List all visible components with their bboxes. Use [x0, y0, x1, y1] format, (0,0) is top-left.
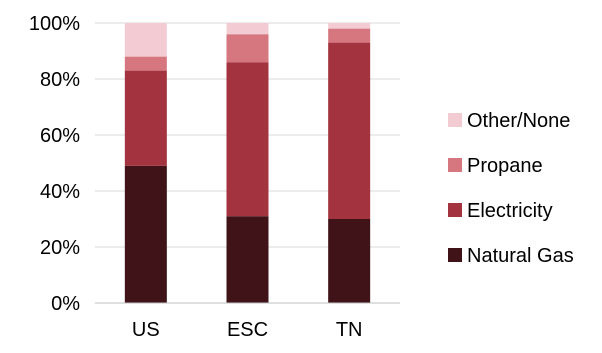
bar-segment-other-none	[226, 23, 269, 35]
legend-label-other-none: Other/None	[467, 110, 570, 132]
y-tick-label: 0%	[51, 293, 80, 315]
legend-label-propane: Propane	[467, 155, 543, 177]
y-tick-label: 80%	[40, 69, 80, 91]
legend-label-electricity: Electricity	[467, 200, 553, 222]
x-tick-label: TN	[336, 319, 363, 341]
bars	[124, 23, 371, 303]
bar-segment-natural-gas	[328, 219, 371, 303]
y-tick-label: 40%	[40, 181, 80, 203]
bar-segment-propane	[124, 56, 167, 71]
legend: Other/None Propane Electricity Natural Gas	[448, 110, 574, 267]
y-tick-label: 60%	[40, 125, 80, 147]
bar-segment-electricity	[226, 62, 269, 217]
bar-segment-natural-gas	[226, 216, 269, 303]
bar-segment-electricity	[328, 42, 371, 219]
legend-swatch-other-none	[448, 113, 462, 127]
bar-segment-other-none	[124, 23, 167, 57]
legend-swatch-propane	[448, 158, 462, 172]
bar-segment-propane	[328, 28, 371, 43]
y-tick-label: 100%	[29, 13, 80, 35]
bar-segment-propane	[226, 34, 269, 63]
axes: 0% 20% 40% 60% 80% 100% US ESC TN	[29, 13, 400, 341]
bar-segment-electricity	[124, 70, 167, 166]
y-tick-label: 20%	[40, 237, 80, 259]
x-tick-label: ESC	[227, 319, 268, 341]
x-tick-label: US	[132, 319, 160, 341]
bar-segment-natural-gas	[124, 165, 167, 303]
legend-swatch-electricity	[448, 203, 462, 217]
legend-swatch-natural-gas	[448, 248, 462, 262]
legend-label-natural-gas: Natural Gas	[467, 245, 574, 267]
bar-segment-other-none	[328, 23, 371, 29]
